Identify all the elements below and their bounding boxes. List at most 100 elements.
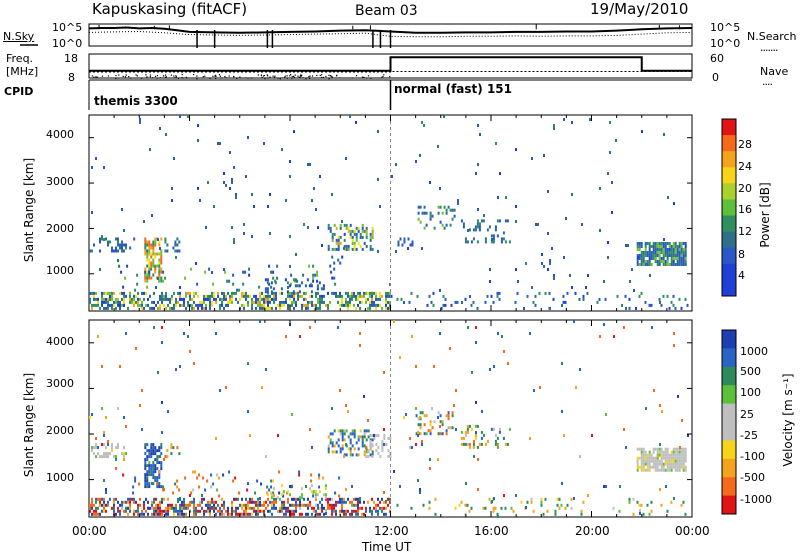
freq-scatter-dot bbox=[261, 76, 263, 78]
velocity-panel-cell bbox=[325, 512, 327, 515]
velocity-panel-cell bbox=[472, 445, 475, 449]
velocity-panel-cell bbox=[286, 490, 289, 494]
velocity-panel-cell bbox=[156, 449, 159, 453]
velocity-panel-cell bbox=[560, 503, 563, 507]
freq-scatter-dot bbox=[311, 75, 314, 77]
power-panel-cell bbox=[147, 303, 149, 307]
velocity-panel-cell bbox=[556, 503, 559, 507]
velocity-panel-cell bbox=[295, 503, 297, 507]
power-panel-cell bbox=[460, 219, 463, 223]
freq-scatter-dot bbox=[260, 74, 263, 76]
velocity-panel-cell bbox=[343, 509, 345, 513]
velocity-panel-cell bbox=[623, 428, 625, 431]
power-panel-cell bbox=[159, 127, 161, 130]
velocity-panel-cell bbox=[639, 512, 641, 515]
power-panel-cell bbox=[175, 256, 177, 259]
velocity-panel-cell bbox=[682, 456, 685, 460]
power-panel-cell bbox=[349, 297, 351, 301]
power-panel-cell bbox=[129, 246, 132, 250]
velocity-panel-cell bbox=[327, 500, 329, 504]
power-panel-cell bbox=[187, 115, 189, 118]
velocity-panel-cell bbox=[283, 506, 285, 510]
velocity-panel-cell bbox=[144, 467, 147, 471]
velocity-panel-cell bbox=[389, 455, 392, 458]
power-panel-cell bbox=[355, 121, 357, 124]
freq-scatter-dot bbox=[331, 76, 333, 78]
power-colorbar-swatch bbox=[722, 167, 736, 184]
velocity-panel-cell bbox=[139, 503, 141, 507]
velocity-panel-cell bbox=[349, 453, 352, 457]
power-panel-cell bbox=[105, 237, 107, 241]
velocity-panel-cell bbox=[381, 449, 384, 452]
power-panel-cell bbox=[442, 303, 445, 307]
power-panel-cell bbox=[148, 273, 151, 277]
power-panel-cell bbox=[351, 297, 353, 301]
velocity-panel-cell bbox=[93, 503, 95, 507]
velocity-panel-cell bbox=[664, 456, 667, 460]
velocity-panel-cell bbox=[191, 500, 193, 504]
velocity-panel-cell bbox=[271, 506, 273, 510]
velocity-panel-cell bbox=[285, 506, 287, 510]
freq-scatter-dot bbox=[308, 77, 311, 80]
velocity-panel-cell bbox=[183, 497, 185, 501]
power-panel-cell bbox=[207, 294, 209, 298]
power-panel-cell bbox=[680, 251, 683, 254]
velocity-panel-cell bbox=[97, 446, 99, 449]
power-panel-cell bbox=[174, 243, 177, 247]
freq-scatter-dot bbox=[299, 75, 302, 77]
power-panel-cell bbox=[164, 249, 167, 253]
power-panel-cell bbox=[371, 297, 373, 301]
velocity-panel-cell bbox=[684, 450, 687, 454]
velocity-panel-cell bbox=[121, 452, 123, 456]
power-panel-cell bbox=[287, 291, 289, 295]
power-panel-cell bbox=[148, 252, 151, 256]
freq-scatter-dot bbox=[115, 74, 117, 77]
power-panel-cell bbox=[107, 297, 109, 301]
freq-scatter-dot bbox=[220, 77, 222, 79]
velocity-panel-cell bbox=[345, 443, 347, 446]
velocity-panel-cell bbox=[161, 509, 163, 513]
velocity-panel-cell bbox=[371, 509, 373, 513]
power-panel-cell bbox=[662, 248, 665, 251]
power-panel-cell bbox=[164, 237, 167, 241]
velocity-panel-cell bbox=[95, 509, 97, 513]
velocity-panel-cell bbox=[243, 503, 245, 507]
power-panel-cell bbox=[109, 291, 111, 295]
power-panel-cell bbox=[615, 139, 617, 142]
power-panel-cell bbox=[153, 300, 155, 304]
power-panel-cell bbox=[133, 303, 135, 307]
velocity-panel-cell bbox=[99, 455, 101, 459]
velocity-panel-cell bbox=[640, 503, 643, 507]
power-panel-cell bbox=[231, 178, 233, 181]
power-panel-cell bbox=[371, 303, 373, 307]
power-panel-cell bbox=[225, 303, 227, 307]
velocity-panel-cell bbox=[156, 485, 159, 489]
power-panel-cell bbox=[330, 270, 333, 274]
power-panel-cell bbox=[638, 257, 641, 260]
noise-sky-line bbox=[88, 26, 693, 34]
power-panel-cell bbox=[109, 303, 111, 307]
velocity-panel-cell bbox=[379, 500, 381, 504]
power-panel-cell bbox=[662, 257, 665, 260]
velocity-panel-cell bbox=[497, 332, 499, 335]
power-panel-cell bbox=[259, 291, 261, 295]
velocity-panel-cell bbox=[662, 468, 665, 472]
velocity-panel-cell bbox=[331, 503, 333, 507]
velocity-panel-cell bbox=[144, 458, 147, 462]
power-panel-cell bbox=[333, 232, 336, 236]
velocity-panel-cell bbox=[195, 512, 197, 516]
velocity-panel-cell bbox=[662, 456, 665, 460]
velocity-panel-cell bbox=[680, 447, 683, 451]
power-panel-cell bbox=[164, 240, 167, 244]
velocity-panel-cell bbox=[322, 476, 325, 480]
velocity-panel-cell bbox=[682, 447, 685, 451]
velocity-panel-cell bbox=[166, 449, 169, 453]
power-panel-cell bbox=[273, 291, 275, 295]
power-panel-cell bbox=[678, 251, 681, 254]
power-panel-cell bbox=[631, 268, 633, 271]
power-panel-cell bbox=[640, 263, 643, 266]
power-panel-cell bbox=[264, 278, 267, 282]
freq-scatter-dot bbox=[319, 74, 321, 77]
freq-scatter-dot bbox=[263, 74, 266, 77]
power-panel-cell bbox=[152, 264, 155, 268]
